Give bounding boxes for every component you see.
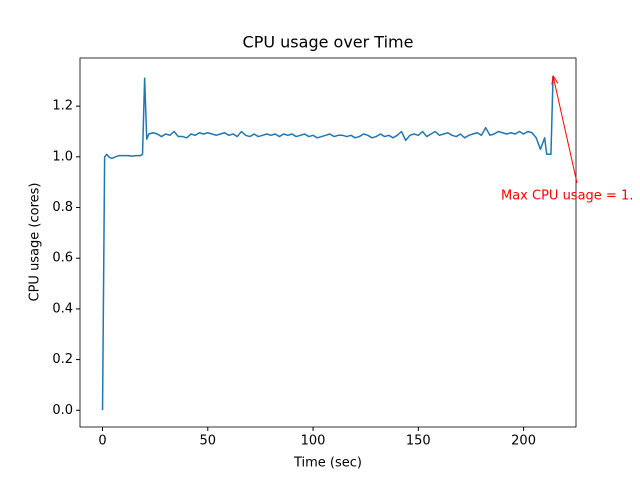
x-tick-label: 100 xyxy=(301,434,326,449)
y-tick-label: 0.6 xyxy=(52,251,73,266)
y-tick-label: 0.4 xyxy=(52,301,73,316)
y-tick-label: 0.2 xyxy=(52,352,73,367)
x-axis-label: Time (sec) xyxy=(293,456,362,471)
annotation-arrowhead xyxy=(551,75,559,85)
chart-title: CPU usage over Time xyxy=(243,33,414,52)
x-tick-label: 50 xyxy=(200,434,217,449)
y-axis-label: CPU usage (cores) xyxy=(28,183,43,302)
y-tick-label: 0.8 xyxy=(52,200,73,215)
annotation-arrow xyxy=(552,75,578,184)
line-series xyxy=(101,75,554,411)
x-tick-label: 0 xyxy=(98,434,106,449)
x-tick-label: 150 xyxy=(406,434,431,449)
y-tick-label: 1.2 xyxy=(52,99,73,114)
annotation-text: Max CPU usage = 1. xyxy=(501,189,633,204)
axes-frame xyxy=(79,57,577,428)
y-tick-label: 0.0 xyxy=(52,403,73,418)
x-tick-label: 200 xyxy=(511,434,536,449)
y-tick-label: 1.0 xyxy=(52,149,73,164)
